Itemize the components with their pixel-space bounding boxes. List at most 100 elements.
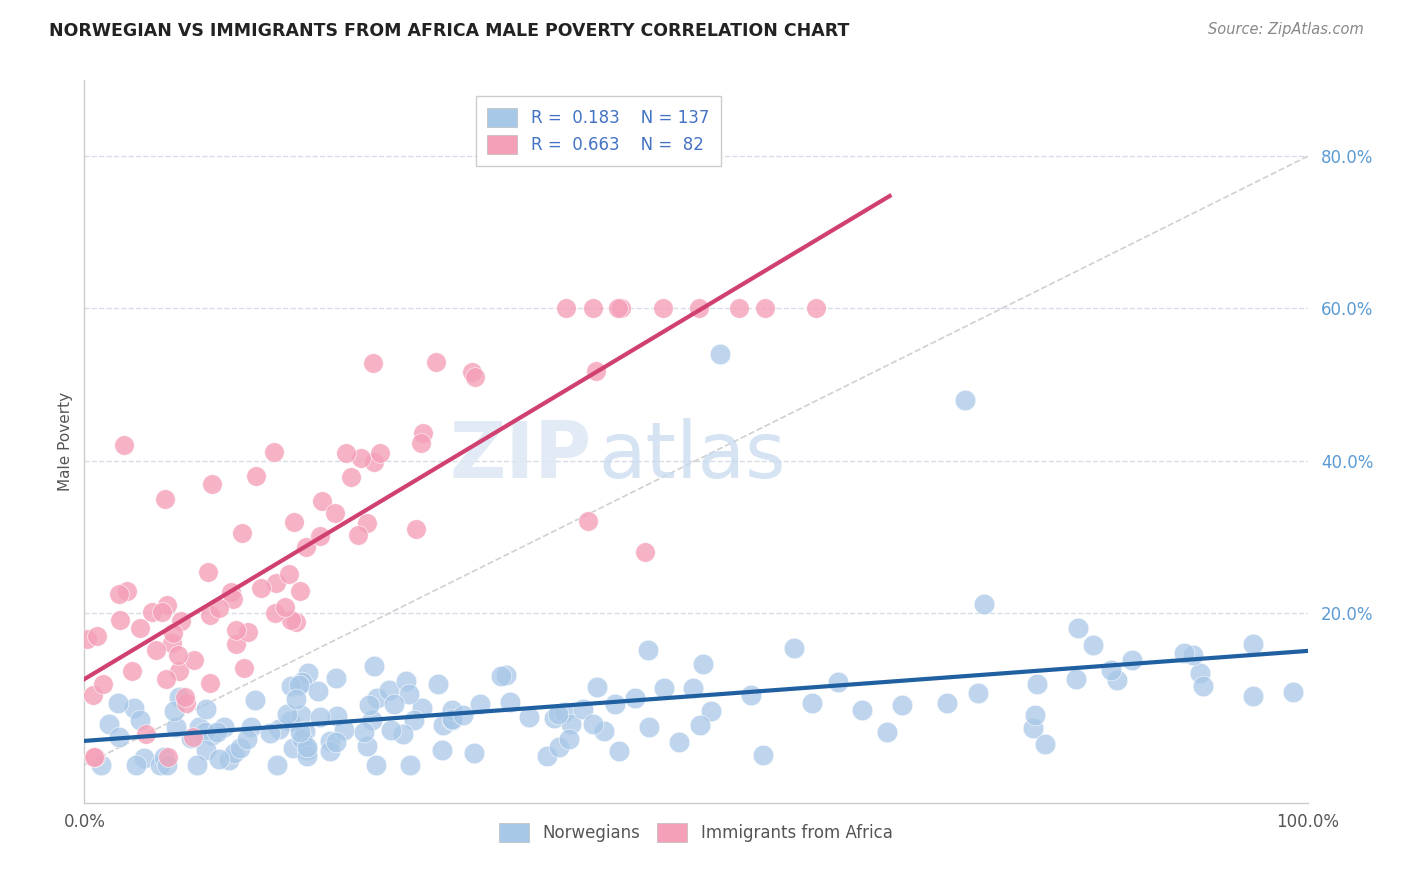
Point (288, 678, 311, 692)
Point (166, 648, 188, 662)
Point (173, 690, 195, 704)
Point (224, 746, 246, 760)
Point (427, 677, 450, 691)
Point (1192, 679, 1215, 693)
Point (363, 455, 385, 469)
Point (1189, 666, 1212, 681)
Point (167, 690, 190, 705)
Point (350, 451, 373, 466)
Point (290, 707, 312, 722)
Point (208, 600, 231, 615)
Point (150, 605, 173, 619)
Point (180, 731, 202, 746)
Point (607, 301, 630, 316)
Point (278, 714, 301, 728)
Point (97, 717, 120, 731)
Point (463, 746, 485, 760)
Point (219, 584, 242, 599)
Point (169, 665, 191, 679)
Point (1105, 673, 1128, 688)
Point (891, 698, 914, 713)
Point (624, 690, 647, 705)
Point (1282, 685, 1305, 699)
Point (263, 606, 285, 620)
Point (1173, 647, 1195, 661)
Point (309, 710, 332, 724)
Point (295, 541, 318, 555)
Point (194, 702, 217, 716)
Point (1064, 673, 1087, 687)
Point (1081, 638, 1104, 652)
Point (689, 718, 711, 732)
Point (440, 703, 463, 717)
Point (107, 587, 129, 601)
Point (668, 735, 690, 749)
Point (557, 732, 579, 747)
Text: NORWEGIAN VS IMMIGRANTS FROM AFRICA MALE POVERTY CORRELATION CHART: NORWEGIAN VS IMMIGRANTS FROM AFRICA MALE… (49, 22, 849, 40)
Point (277, 567, 299, 582)
Point (347, 527, 370, 541)
Point (194, 724, 217, 739)
Point (198, 676, 221, 690)
Point (285, 692, 308, 706)
Point (108, 613, 131, 627)
Point (412, 425, 434, 440)
Point (382, 697, 405, 711)
Point (121, 664, 143, 678)
Point (682, 681, 704, 695)
Point (245, 468, 267, 483)
Point (633, 545, 655, 559)
Point (225, 637, 247, 651)
Legend: Norwegians, Immigrants from Africa: Norwegians, Immigrants from Africa (492, 816, 900, 848)
Point (280, 614, 302, 628)
Point (340, 469, 363, 483)
Point (155, 491, 177, 506)
Point (165, 721, 187, 735)
Point (170, 614, 193, 628)
Point (83, 750, 105, 764)
Point (181, 731, 204, 745)
Point (333, 723, 356, 737)
Text: ZIP: ZIP (450, 418, 592, 494)
Point (973, 597, 995, 611)
Point (876, 725, 898, 739)
Point (806, 301, 828, 316)
Point (460, 365, 482, 379)
Point (90, 757, 112, 772)
Point (495, 668, 517, 682)
Point (141, 605, 163, 619)
Point (411, 701, 433, 715)
Point (548, 740, 571, 755)
Point (603, 697, 626, 711)
Point (283, 515, 305, 529)
Point (297, 666, 319, 681)
Point (609, 301, 631, 316)
Point (536, 748, 558, 763)
Point (592, 724, 614, 739)
Point (288, 725, 311, 739)
Point (319, 733, 342, 747)
Point (122, 700, 145, 714)
Point (325, 671, 347, 685)
Point (135, 727, 157, 741)
Point (308, 529, 330, 543)
Point (231, 525, 253, 540)
Point (311, 493, 333, 508)
Point (1101, 663, 1123, 677)
Point (392, 727, 415, 741)
Point (709, 347, 731, 361)
Point (267, 722, 290, 736)
Point (236, 731, 259, 746)
Point (155, 672, 177, 686)
Point (368, 446, 391, 460)
Point (295, 749, 318, 764)
Point (440, 713, 463, 727)
Point (585, 364, 607, 378)
Point (318, 744, 340, 758)
Point (156, 598, 179, 612)
Point (1241, 637, 1264, 651)
Point (851, 702, 873, 716)
Point (280, 679, 302, 693)
Point (107, 697, 129, 711)
Point (586, 680, 609, 694)
